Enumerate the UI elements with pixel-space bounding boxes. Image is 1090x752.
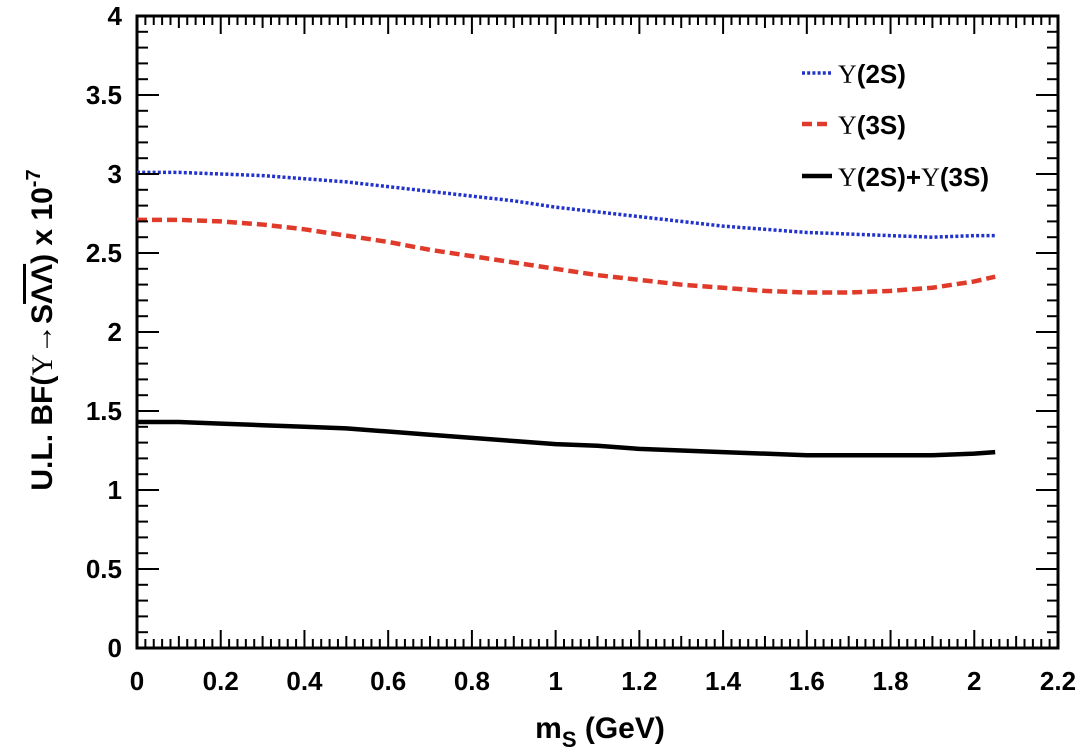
x-tick-label: 0 — [130, 666, 144, 696]
chart-plot-area — [135, 14, 1060, 650]
series-line-0 — [137, 170, 996, 239]
legend-label-2s: Υ(2S) — [838, 59, 906, 89]
y-tick-label: 2.5 — [86, 238, 122, 268]
y-tick-label: 3.5 — [86, 80, 122, 110]
chart-series — [137, 170, 996, 458]
y-tick-label: 1 — [108, 475, 122, 505]
x-tick-label: 1.8 — [872, 666, 908, 696]
x-tick-label: 0.2 — [203, 666, 239, 696]
x-tick-label: 0.6 — [370, 666, 406, 696]
y-tick-label: 3 — [108, 159, 122, 189]
y-tick-label: 0 — [108, 633, 122, 663]
chart-tick-labels: 0 0.2 0.4 0.6 0.8 1 1.2 1.4 1.6 1.8 2 2.2 0 0.5 1 1.5 2 2… — [86, 1, 1076, 696]
chart-ticks — [136, 15, 1059, 649]
series-line-2 — [137, 419, 996, 458]
x-tick-label: 2 — [967, 666, 981, 696]
x-tick-label: 0.4 — [286, 666, 323, 696]
x-tick-label: 2.2 — [1040, 666, 1076, 696]
y-tick-label: 0.5 — [86, 554, 122, 584]
series-line-1 — [137, 217, 996, 295]
x-tick-label: 1 — [548, 666, 562, 696]
y-tick-label: 4 — [108, 1, 123, 31]
plot-frame — [135, 14, 1060, 650]
legend-label-3s: Υ(3S) — [838, 110, 906, 140]
y-tick-label: 1.5 — [86, 396, 122, 426]
y-tick-label: 2 — [108, 317, 122, 347]
x-tick-label: 1.4 — [705, 666, 742, 696]
legend-label-combined: Υ(2S)+Υ(3S) — [838, 162, 989, 192]
x-axis-title: mS (GeV) — [535, 712, 665, 752]
x-tick-label: 1.6 — [789, 666, 825, 696]
y-axis-title: U.L. BF(Υ→SΛΛ) x 10-7 — [23, 169, 59, 490]
chart-legend: Υ(2S) Υ(3S) Υ(2S)+Υ(3S) — [802, 59, 989, 192]
x-tick-label: 1.2 — [621, 666, 657, 696]
x-tick-label: 0.8 — [454, 666, 490, 696]
